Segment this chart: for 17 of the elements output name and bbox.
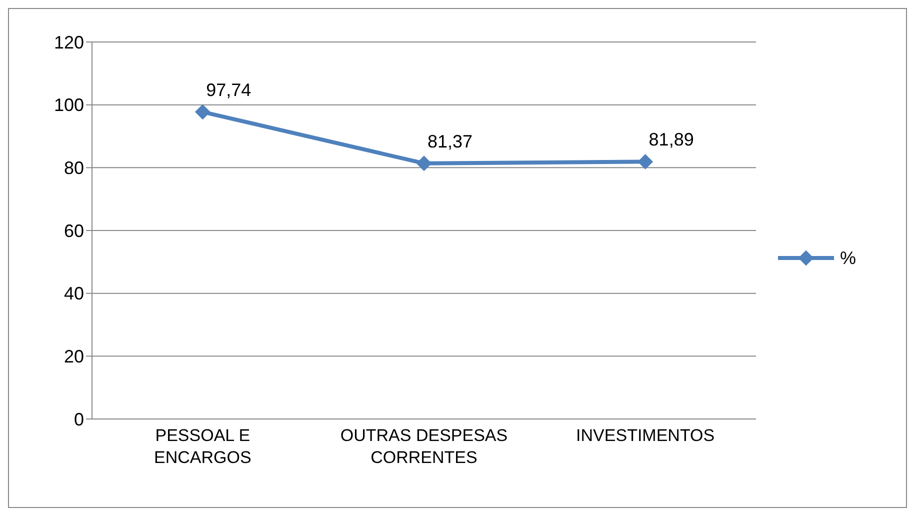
x-tick-label: INVESTIMENTOS [576,426,715,445]
data-label: 97,74 [206,80,252,100]
point [195,104,210,120]
x-tick-label: PESSOAL E ENCARGOS [154,426,252,467]
y-tick-label: 20 [64,346,84,367]
data-label: 81,89 [648,130,694,150]
point [638,154,653,170]
data-label: 81,37 [427,131,473,152]
x-tick-label: OUTRAS DESPESAS CORRENTES [340,426,508,467]
y-tick-label: 60 [64,220,84,241]
y-tick-label: 80 [64,158,84,178]
y-tick-label: 120 [54,32,84,52]
point [416,156,432,171]
y-tick-label: 100 [54,95,84,116]
legend-label: % [840,248,856,268]
y-tick-label: 0 [74,409,84,430]
y-tick-label: 40 [64,284,84,304]
